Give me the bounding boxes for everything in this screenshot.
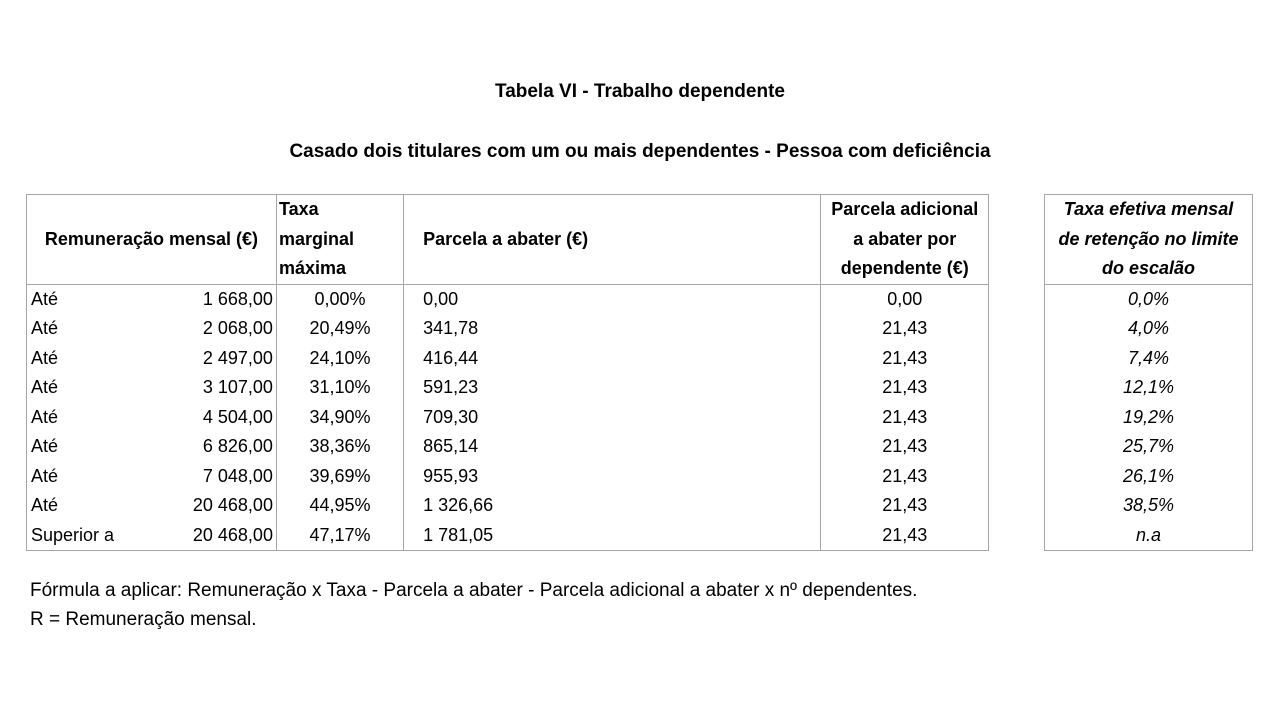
table-row: Até 2 068,00 20,49% 341,78 21,43 (26, 314, 989, 344)
row-label: Até (26, 432, 158, 462)
header-adicional-line: dependente (€) (840, 258, 969, 278)
effective-row: 25,7% (1044, 432, 1253, 462)
table-row: Até 2 497,00 24,10% 416,44 21,43 (26, 343, 989, 373)
row-rate: 34,90% (275, 402, 405, 432)
effective-header-row: Taxa efetiva mensal de retenção no limit… (1044, 194, 1253, 285)
effective-row: 26,1% (1044, 461, 1253, 491)
row-label: Até (26, 314, 158, 344)
header-taxa-line: marginal (278, 228, 354, 249)
header-effective-line: de retenção no limite (1058, 228, 1239, 249)
row-adicional: 21,43 (820, 432, 989, 462)
row-adicional: 21,43 (820, 314, 989, 344)
row-rate: 44,95% (275, 491, 405, 521)
effective-row: 19,2% (1044, 402, 1253, 432)
effective-rate-value: 0,0% (1044, 284, 1253, 314)
row-label: Superior a (26, 520, 158, 551)
row-amount: 4 504,00 (157, 402, 277, 432)
row-rate: 20,49% (275, 314, 405, 344)
row-parcela: 1 326,66 (403, 491, 822, 521)
row-rate: 31,10% (275, 373, 405, 403)
effective-row: 38,5% (1044, 491, 1253, 521)
row-rate: 24,10% (275, 343, 405, 373)
row-adicional: 21,43 (820, 373, 989, 403)
header-parcela: Parcela a abater (€) (403, 194, 822, 285)
row-amount: 7 048,00 (157, 461, 277, 491)
table-header-row: Remuneração mensal (€) Taxa marginal máx… (26, 194, 989, 285)
table-row: Até 1 668,00 0,00% 0,00 0,00 (26, 284, 989, 314)
row-amount: 2 497,00 (157, 343, 277, 373)
formula-note: Fórmula a aplicar: Remuneração x Taxa - … (30, 580, 918, 601)
header-adicional-line: a abater por (853, 228, 957, 249)
row-parcela: 709,30 (403, 402, 822, 432)
row-label: Até (26, 402, 158, 432)
effective-rate-value: n.a (1044, 520, 1253, 551)
r-definition-note: R = Remuneração mensal. (30, 609, 257, 630)
effective-row: n.a (1044, 520, 1253, 551)
header-effective-line: Taxa efetiva mensal (1063, 199, 1234, 219)
withholding-table: Remuneração mensal (€) Taxa marginal máx… (26, 194, 989, 551)
header-remuneracao: Remuneração mensal (€) (26, 194, 277, 285)
row-parcela: 1 781,05 (403, 520, 822, 551)
table-row: Até 6 826,00 38,36% 865,14 21,43 (26, 432, 989, 462)
table-row: Até 7 048,00 39,69% 955,93 21,43 (26, 461, 989, 491)
row-adicional: 21,43 (820, 520, 989, 551)
table-row: Até 20 468,00 44,95% 1 326,66 21,43 (26, 491, 989, 521)
effective-rate-table: Taxa efetiva mensal de retenção no limit… (1044, 194, 1253, 551)
effective-rate-value: 4,0% (1044, 314, 1253, 344)
row-amount: 3 107,00 (157, 373, 277, 403)
row-amount: 2 068,00 (157, 314, 277, 344)
row-adicional: 21,43 (820, 402, 989, 432)
effective-rate-value: 25,7% (1044, 432, 1253, 462)
row-rate: 39,69% (275, 461, 405, 491)
row-parcela: 0,00 (403, 284, 822, 314)
row-parcela: 416,44 (403, 343, 822, 373)
effective-row: 0,0% (1044, 284, 1253, 314)
row-amount: 20 468,00 (157, 491, 277, 521)
header-adicional-line: Parcela adicional (831, 199, 979, 219)
header-effective-rate: Taxa efetiva mensal de retenção no limit… (1044, 194, 1253, 285)
table-row: Até 4 504,00 34,90% 709,30 21,43 (26, 402, 989, 432)
row-rate: 47,17% (275, 520, 405, 551)
row-rate: 0,00% (275, 284, 405, 314)
row-adicional: 21,43 (820, 343, 989, 373)
header-taxa: Taxa marginal máxima (275, 194, 405, 285)
row-adicional: 21,43 (820, 461, 989, 491)
row-amount: 6 826,00 (157, 432, 277, 462)
effective-rate-value: 26,1% (1044, 461, 1253, 491)
row-parcela: 341,78 (403, 314, 822, 344)
row-amount: 1 668,00 (157, 284, 277, 314)
effective-row: 4,0% (1044, 314, 1253, 344)
row-amount: 20 468,00 (157, 520, 277, 551)
row-label: Até (26, 461, 158, 491)
row-parcela: 955,93 (403, 461, 822, 491)
effective-rate-value: 38,5% (1044, 491, 1253, 521)
effective-rate-value: 7,4% (1044, 343, 1253, 373)
row-parcela: 865,14 (403, 432, 822, 462)
table-row: Até 3 107,00 31,10% 591,23 21,43 (26, 373, 989, 403)
effective-rate-value: 19,2% (1044, 402, 1253, 432)
row-rate: 38,36% (275, 432, 405, 462)
row-label: Até (26, 284, 158, 314)
header-taxa-line: Taxa (278, 199, 319, 219)
effective-row: 12,1% (1044, 373, 1253, 403)
row-adicional: 0,00 (820, 284, 989, 314)
row-label: Até (26, 343, 158, 373)
header-adicional: Parcela adicional a abater por dependent… (820, 194, 989, 285)
table-row: Superior a 20 468,00 47,17% 1 781,05 21,… (26, 520, 989, 551)
page-title: Tabela VI - Trabalho dependente (495, 81, 785, 102)
row-label: Até (26, 373, 158, 403)
table-subtitle: Casado dois titulares com um ou mais dep… (289, 141, 991, 162)
header-taxa-line: máxima (278, 258, 346, 278)
row-adicional: 21,43 (820, 491, 989, 521)
row-parcela: 591,23 (403, 373, 822, 403)
header-effective-line: do escalão (1101, 258, 1196, 278)
row-label: Até (26, 491, 158, 521)
effective-rate-value: 12,1% (1044, 373, 1253, 403)
effective-row: 7,4% (1044, 343, 1253, 373)
